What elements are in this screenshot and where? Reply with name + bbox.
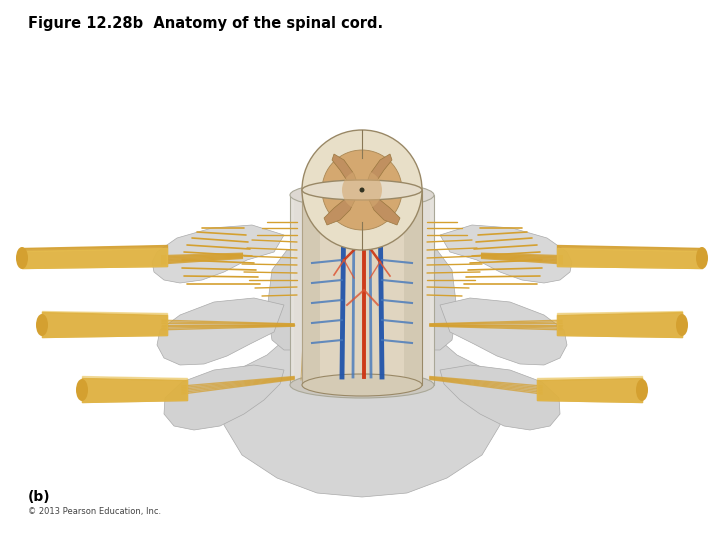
- Text: Figure 12.28b  Anatomy of the spinal cord.: Figure 12.28b Anatomy of the spinal cord…: [28, 16, 383, 31]
- Ellipse shape: [636, 379, 648, 401]
- Ellipse shape: [290, 372, 434, 398]
- Ellipse shape: [36, 314, 48, 336]
- Ellipse shape: [302, 374, 422, 396]
- Polygon shape: [152, 225, 284, 283]
- Polygon shape: [294, 200, 430, 380]
- Circle shape: [342, 170, 382, 210]
- Circle shape: [359, 187, 364, 192]
- Circle shape: [359, 187, 364, 192]
- Polygon shape: [290, 195, 434, 385]
- Text: © 2013 Pearson Education, Inc.: © 2013 Pearson Education, Inc.: [28, 507, 161, 516]
- Ellipse shape: [76, 379, 88, 401]
- Ellipse shape: [676, 314, 688, 336]
- Polygon shape: [440, 298, 567, 365]
- Ellipse shape: [16, 247, 28, 269]
- Polygon shape: [440, 225, 572, 283]
- Polygon shape: [404, 190, 422, 385]
- Ellipse shape: [290, 182, 434, 208]
- Polygon shape: [324, 154, 400, 225]
- Polygon shape: [267, 250, 457, 350]
- Polygon shape: [302, 190, 320, 385]
- Ellipse shape: [302, 180, 422, 200]
- Ellipse shape: [696, 247, 708, 269]
- Polygon shape: [440, 365, 560, 430]
- Polygon shape: [157, 298, 284, 365]
- Circle shape: [322, 150, 402, 230]
- Polygon shape: [302, 190, 422, 385]
- Circle shape: [302, 130, 422, 250]
- Polygon shape: [164, 365, 284, 430]
- Text: (b): (b): [28, 490, 50, 504]
- Polygon shape: [222, 338, 502, 497]
